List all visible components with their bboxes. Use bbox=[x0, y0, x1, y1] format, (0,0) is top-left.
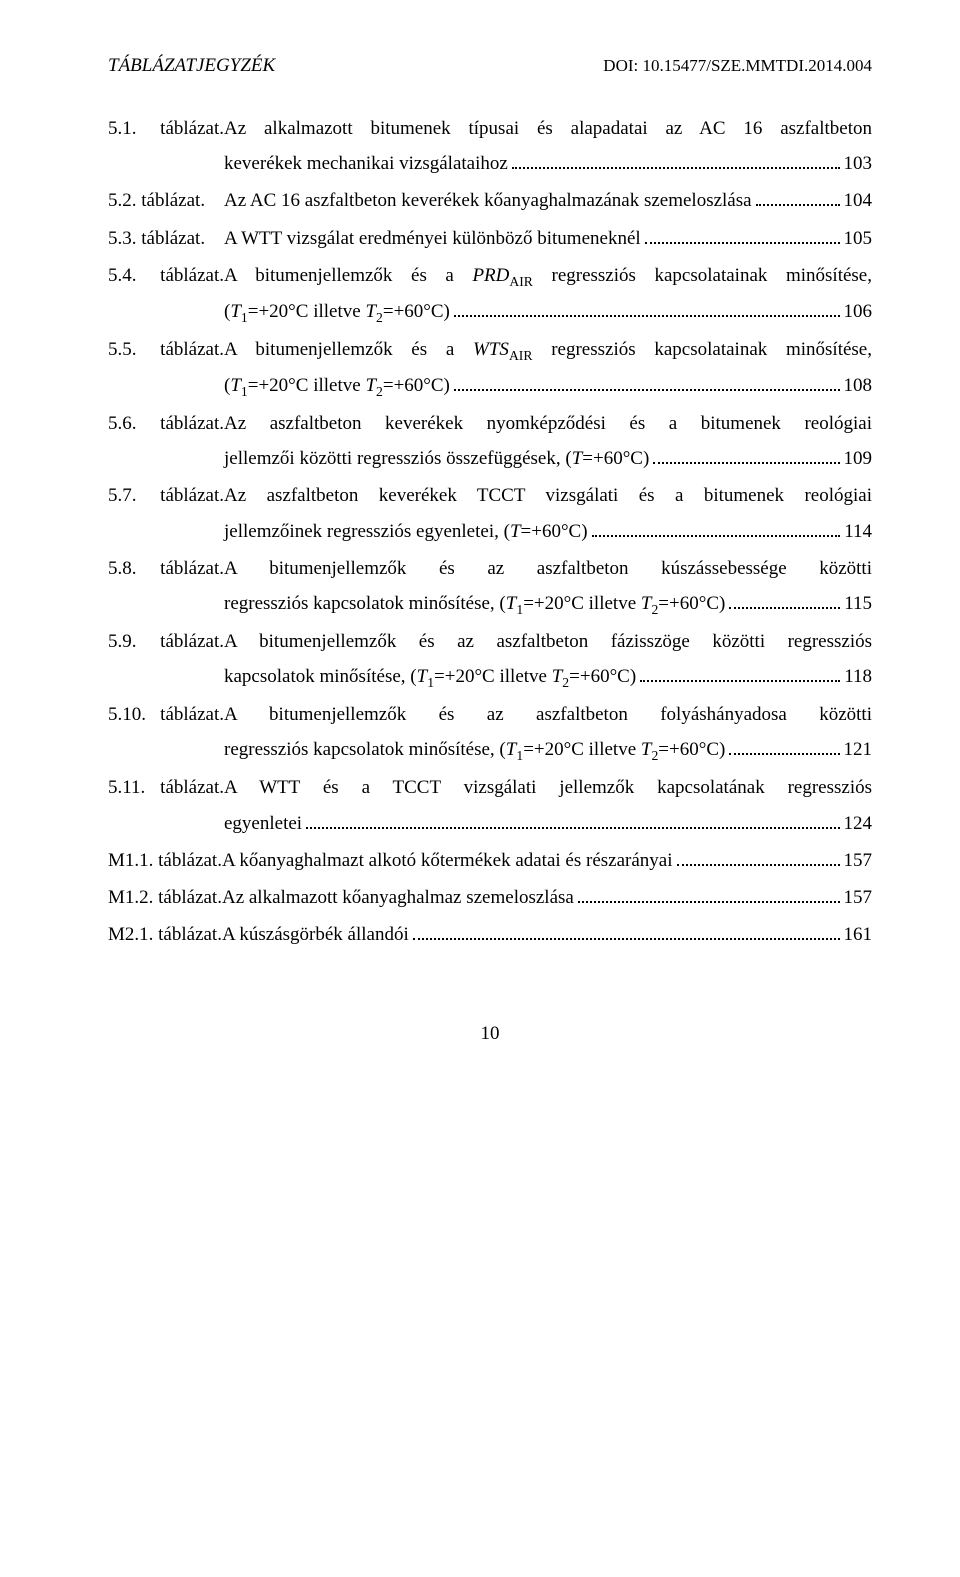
header-doi: DOI: 10.15477/SZE.MMTDI.2014.004 bbox=[603, 50, 872, 81]
toc-entry: 5.10. táblázat.A bitumenjellemzők és az … bbox=[108, 697, 872, 768]
dot-leader bbox=[454, 374, 840, 391]
entry-last-text: regressziós kapcsolatok minősítése, (T1=… bbox=[224, 732, 725, 768]
toc-entry: 5.7. táblázat.Az aszfaltbeton keverékek … bbox=[108, 478, 872, 548]
entry-page: 103 bbox=[844, 146, 873, 181]
entry-page: 109 bbox=[844, 441, 873, 476]
entry-last-text: (T1=+20°C illetve T2=+60°C) bbox=[224, 294, 450, 330]
entry-label: 5.3. táblázat. bbox=[108, 221, 224, 256]
entry-text: A bitumenjellemzők és az aszfaltbeton kú… bbox=[224, 558, 872, 579]
entry-last-text: (T1=+20°C illetve T2=+60°C) bbox=[224, 368, 450, 404]
dot-leader bbox=[729, 592, 840, 609]
toc-entry: 5.6. táblázat.Az aszfaltbeton keverékek … bbox=[108, 406, 872, 476]
entry-last-text: regressziós kapcsolatok minősítése, (T1=… bbox=[224, 586, 725, 622]
entry-page: 124 bbox=[844, 806, 873, 841]
toc-entry: 5.8. táblázat.A bitumenjellemzők és az a… bbox=[108, 551, 872, 622]
dot-leader bbox=[512, 152, 840, 169]
entry-page: 105 bbox=[844, 221, 873, 256]
dot-leader bbox=[413, 923, 840, 940]
dot-leader bbox=[756, 189, 840, 206]
entry-text: A bitumenjellemzők és az aszfaltbeton fá… bbox=[224, 631, 872, 652]
entry-last-text: jellemzőinek regressziós egyenletei, (T=… bbox=[224, 514, 588, 549]
dot-leader bbox=[729, 738, 839, 755]
toc-entry: M1.2. táblázat. Az alkalmazott kőanyagha… bbox=[108, 880, 872, 915]
entry-label: M1.2. táblázat. bbox=[108, 880, 222, 915]
entry-label: 5.9. táblázat. bbox=[108, 624, 224, 659]
entry-page: 157 bbox=[844, 880, 873, 915]
entry-label: 5.5. táblázat. bbox=[108, 332, 224, 367]
toc-entry: 5.1. táblázat.Az alkalmazott bitumenek t… bbox=[108, 111, 872, 181]
entry-last-text: A kúszásgörbék állandói bbox=[222, 917, 409, 952]
toc-entry: 5.11. táblázat.A WTT és a TCCT vizsgálat… bbox=[108, 770, 872, 840]
entry-page: 115 bbox=[844, 586, 872, 621]
dot-leader bbox=[578, 886, 840, 903]
entry-label: 5.11. táblázat. bbox=[108, 770, 224, 805]
entry-page: 106 bbox=[844, 294, 873, 329]
toc-entry: 5.2. táblázat.Az AC 16 aszfaltbeton keve… bbox=[108, 183, 872, 218]
entry-label: 5.2. táblázat. bbox=[108, 183, 224, 218]
entry-last-text: A kőanyaghalmazt alkotó kőtermékek adata… bbox=[222, 843, 673, 878]
entry-label: 5.8. táblázat. bbox=[108, 551, 224, 586]
entry-page: 157 bbox=[844, 843, 873, 878]
table-list: 5.1. táblázat.Az alkalmazott bitumenek t… bbox=[108, 111, 872, 952]
entry-label: 5.6. táblázat. bbox=[108, 406, 224, 441]
entry-label: 5.1. táblázat. bbox=[108, 111, 224, 146]
entry-text: A bitumenjellemzők és a WTSAIR regresszi… bbox=[224, 339, 872, 360]
entry-text: A bitumenjellemzők és a PRDAIR regresszi… bbox=[224, 265, 872, 286]
entry-page: 108 bbox=[844, 368, 873, 403]
entry-last-text: jellemzői közötti regressziós összefüggé… bbox=[224, 441, 649, 476]
entry-page: 104 bbox=[844, 183, 873, 218]
entry-label: M2.1. táblázat. bbox=[108, 917, 222, 952]
entry-text: Az alkalmazott bitumenek típusai és alap… bbox=[224, 118, 872, 139]
dot-leader bbox=[640, 665, 840, 682]
toc-entry: 5.3. táblázat.A WTT vizsgálat eredményei… bbox=[108, 221, 872, 256]
entry-label: 5.10. táblázat. bbox=[108, 697, 224, 732]
toc-entry: M1.1. táblázat. A kőanyaghalmazt alkotó … bbox=[108, 843, 872, 878]
page-header: TÁBLÁZATJEGYZÉK DOI: 10.15477/SZE.MMTDI.… bbox=[108, 48, 872, 83]
dot-leader bbox=[306, 812, 839, 829]
entry-last-text: keverékek mechanikai vizsgálataihoz bbox=[224, 146, 508, 181]
entry-page: 114 bbox=[844, 514, 872, 549]
header-title: TÁBLÁZATJEGYZÉK bbox=[108, 48, 275, 83]
entry-last-text: Az AC 16 aszfaltbeton keverékek kőanyagh… bbox=[224, 183, 752, 218]
entry-text: Az aszfaltbeton keverékek TCCT vizsgálat… bbox=[224, 485, 872, 506]
dot-leader bbox=[592, 519, 841, 536]
page-number: 10 bbox=[481, 1023, 500, 1044]
entry-label: 5.7. táblázat. bbox=[108, 478, 224, 513]
toc-entry: M2.1. táblázat. A kúszásgörbék állandói 1… bbox=[108, 917, 872, 952]
toc-entry: 5.4. táblázat.A bitumenjellemzők és a PR… bbox=[108, 258, 872, 330]
entry-label: 5.4. táblázat. bbox=[108, 258, 224, 293]
dot-leader bbox=[653, 447, 839, 464]
entry-text: A bitumenjellemzők és az aszfaltbeton fo… bbox=[224, 704, 872, 725]
dot-leader bbox=[677, 849, 840, 866]
entry-label: M1.1. táblázat. bbox=[108, 843, 222, 878]
dot-leader bbox=[645, 226, 840, 243]
entry-text: A WTT és a TCCT vizsgálati jellemzők kap… bbox=[224, 777, 872, 798]
toc-entry: 5.9. táblázat.A bitumenjellemzők és az a… bbox=[108, 624, 872, 695]
page-footer: 10 bbox=[108, 1016, 872, 1051]
toc-entry: 5.5. táblázat.A bitumenjellemzők és a WT… bbox=[108, 332, 872, 404]
dot-leader bbox=[454, 300, 840, 317]
entry-page: 161 bbox=[844, 917, 873, 952]
entry-last-text: Az alkalmazott kőanyaghalmaz szemeloszlá… bbox=[222, 880, 574, 915]
entry-page: 118 bbox=[844, 659, 872, 694]
entry-last-text: egyenletei bbox=[224, 806, 302, 841]
entry-last-text: A WTT vizsgálat eredményei különböző bit… bbox=[224, 221, 641, 256]
entry-text: Az aszfaltbeton keverékek nyomképződési … bbox=[224, 413, 872, 434]
entry-page: 121 bbox=[844, 732, 873, 767]
entry-last-text: kapcsolatok minősítése, (T1=+20°C illetv… bbox=[224, 659, 636, 695]
